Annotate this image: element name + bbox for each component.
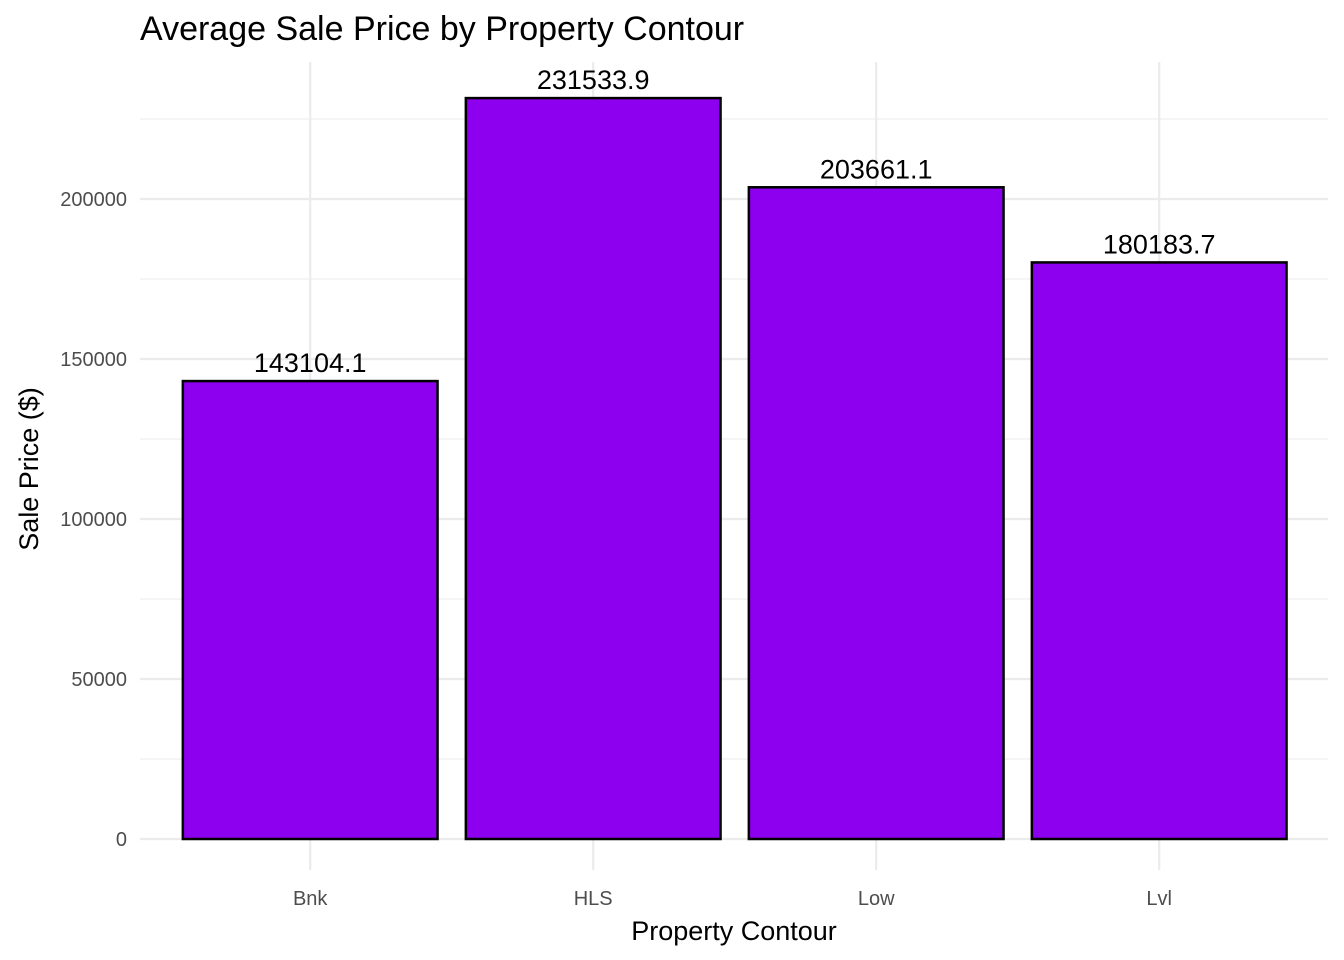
data-labels: 143104.1 231533.9 203661.1 180183.7 <box>254 65 1216 378</box>
data-label-lvl: 180183.7 <box>1103 229 1216 259</box>
chart-title: Average Sale Price by Property Contour <box>140 10 744 48</box>
x-axis-title: Property Contour <box>631 916 837 946</box>
y-tick-label: 50000 <box>71 669 127 691</box>
y-tick-label: 0 <box>116 829 127 851</box>
y-axis-title: Sale Price ($) <box>14 387 44 551</box>
y-axis-ticks: 0 50000 100000 150000 200000 <box>60 189 127 851</box>
bar-lvl <box>1030 261 1288 841</box>
y-tick-label: 200000 <box>60 189 127 211</box>
data-label-hls: 231533.9 <box>537 65 650 95</box>
bar-hls <box>464 96 722 841</box>
data-label-bnk: 143104.1 <box>254 348 367 378</box>
bars <box>181 96 1288 841</box>
data-label-low: 203661.1 <box>820 154 933 184</box>
x-tick-label: HLS <box>574 888 613 910</box>
bar-low <box>747 186 1005 841</box>
x-tick-label: Bnk <box>293 888 328 910</box>
bar-bnk <box>181 379 439 841</box>
x-tick-label: Lvl <box>1146 888 1172 910</box>
y-tick-label: 100000 <box>60 509 127 531</box>
x-tick-label: Low <box>858 888 895 910</box>
x-axis-ticks: Bnk HLS Low Lvl <box>293 888 1172 910</box>
y-tick-label: 150000 <box>60 349 127 371</box>
